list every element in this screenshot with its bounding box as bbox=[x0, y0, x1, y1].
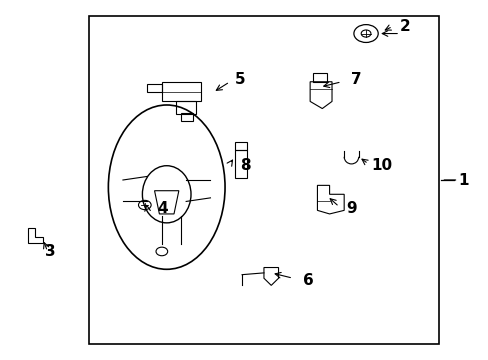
Bar bbox=[181, 113, 193, 121]
Text: 1: 1 bbox=[458, 172, 468, 188]
Text: 2: 2 bbox=[399, 19, 410, 34]
Text: 9: 9 bbox=[346, 201, 357, 216]
Bar bbox=[89, 16, 438, 344]
Bar bbox=[234, 143, 246, 150]
Bar bbox=[234, 150, 246, 178]
Text: 3: 3 bbox=[45, 244, 56, 259]
Text: 6: 6 bbox=[302, 273, 313, 288]
Bar bbox=[312, 73, 326, 82]
Text: 5: 5 bbox=[234, 72, 245, 87]
Text: 7: 7 bbox=[351, 72, 361, 87]
Text: 8: 8 bbox=[239, 158, 250, 173]
Bar bbox=[147, 84, 162, 93]
Text: 4: 4 bbox=[157, 201, 167, 216]
Bar bbox=[162, 82, 201, 102]
Text: 10: 10 bbox=[370, 158, 391, 173]
Bar bbox=[176, 102, 196, 114]
